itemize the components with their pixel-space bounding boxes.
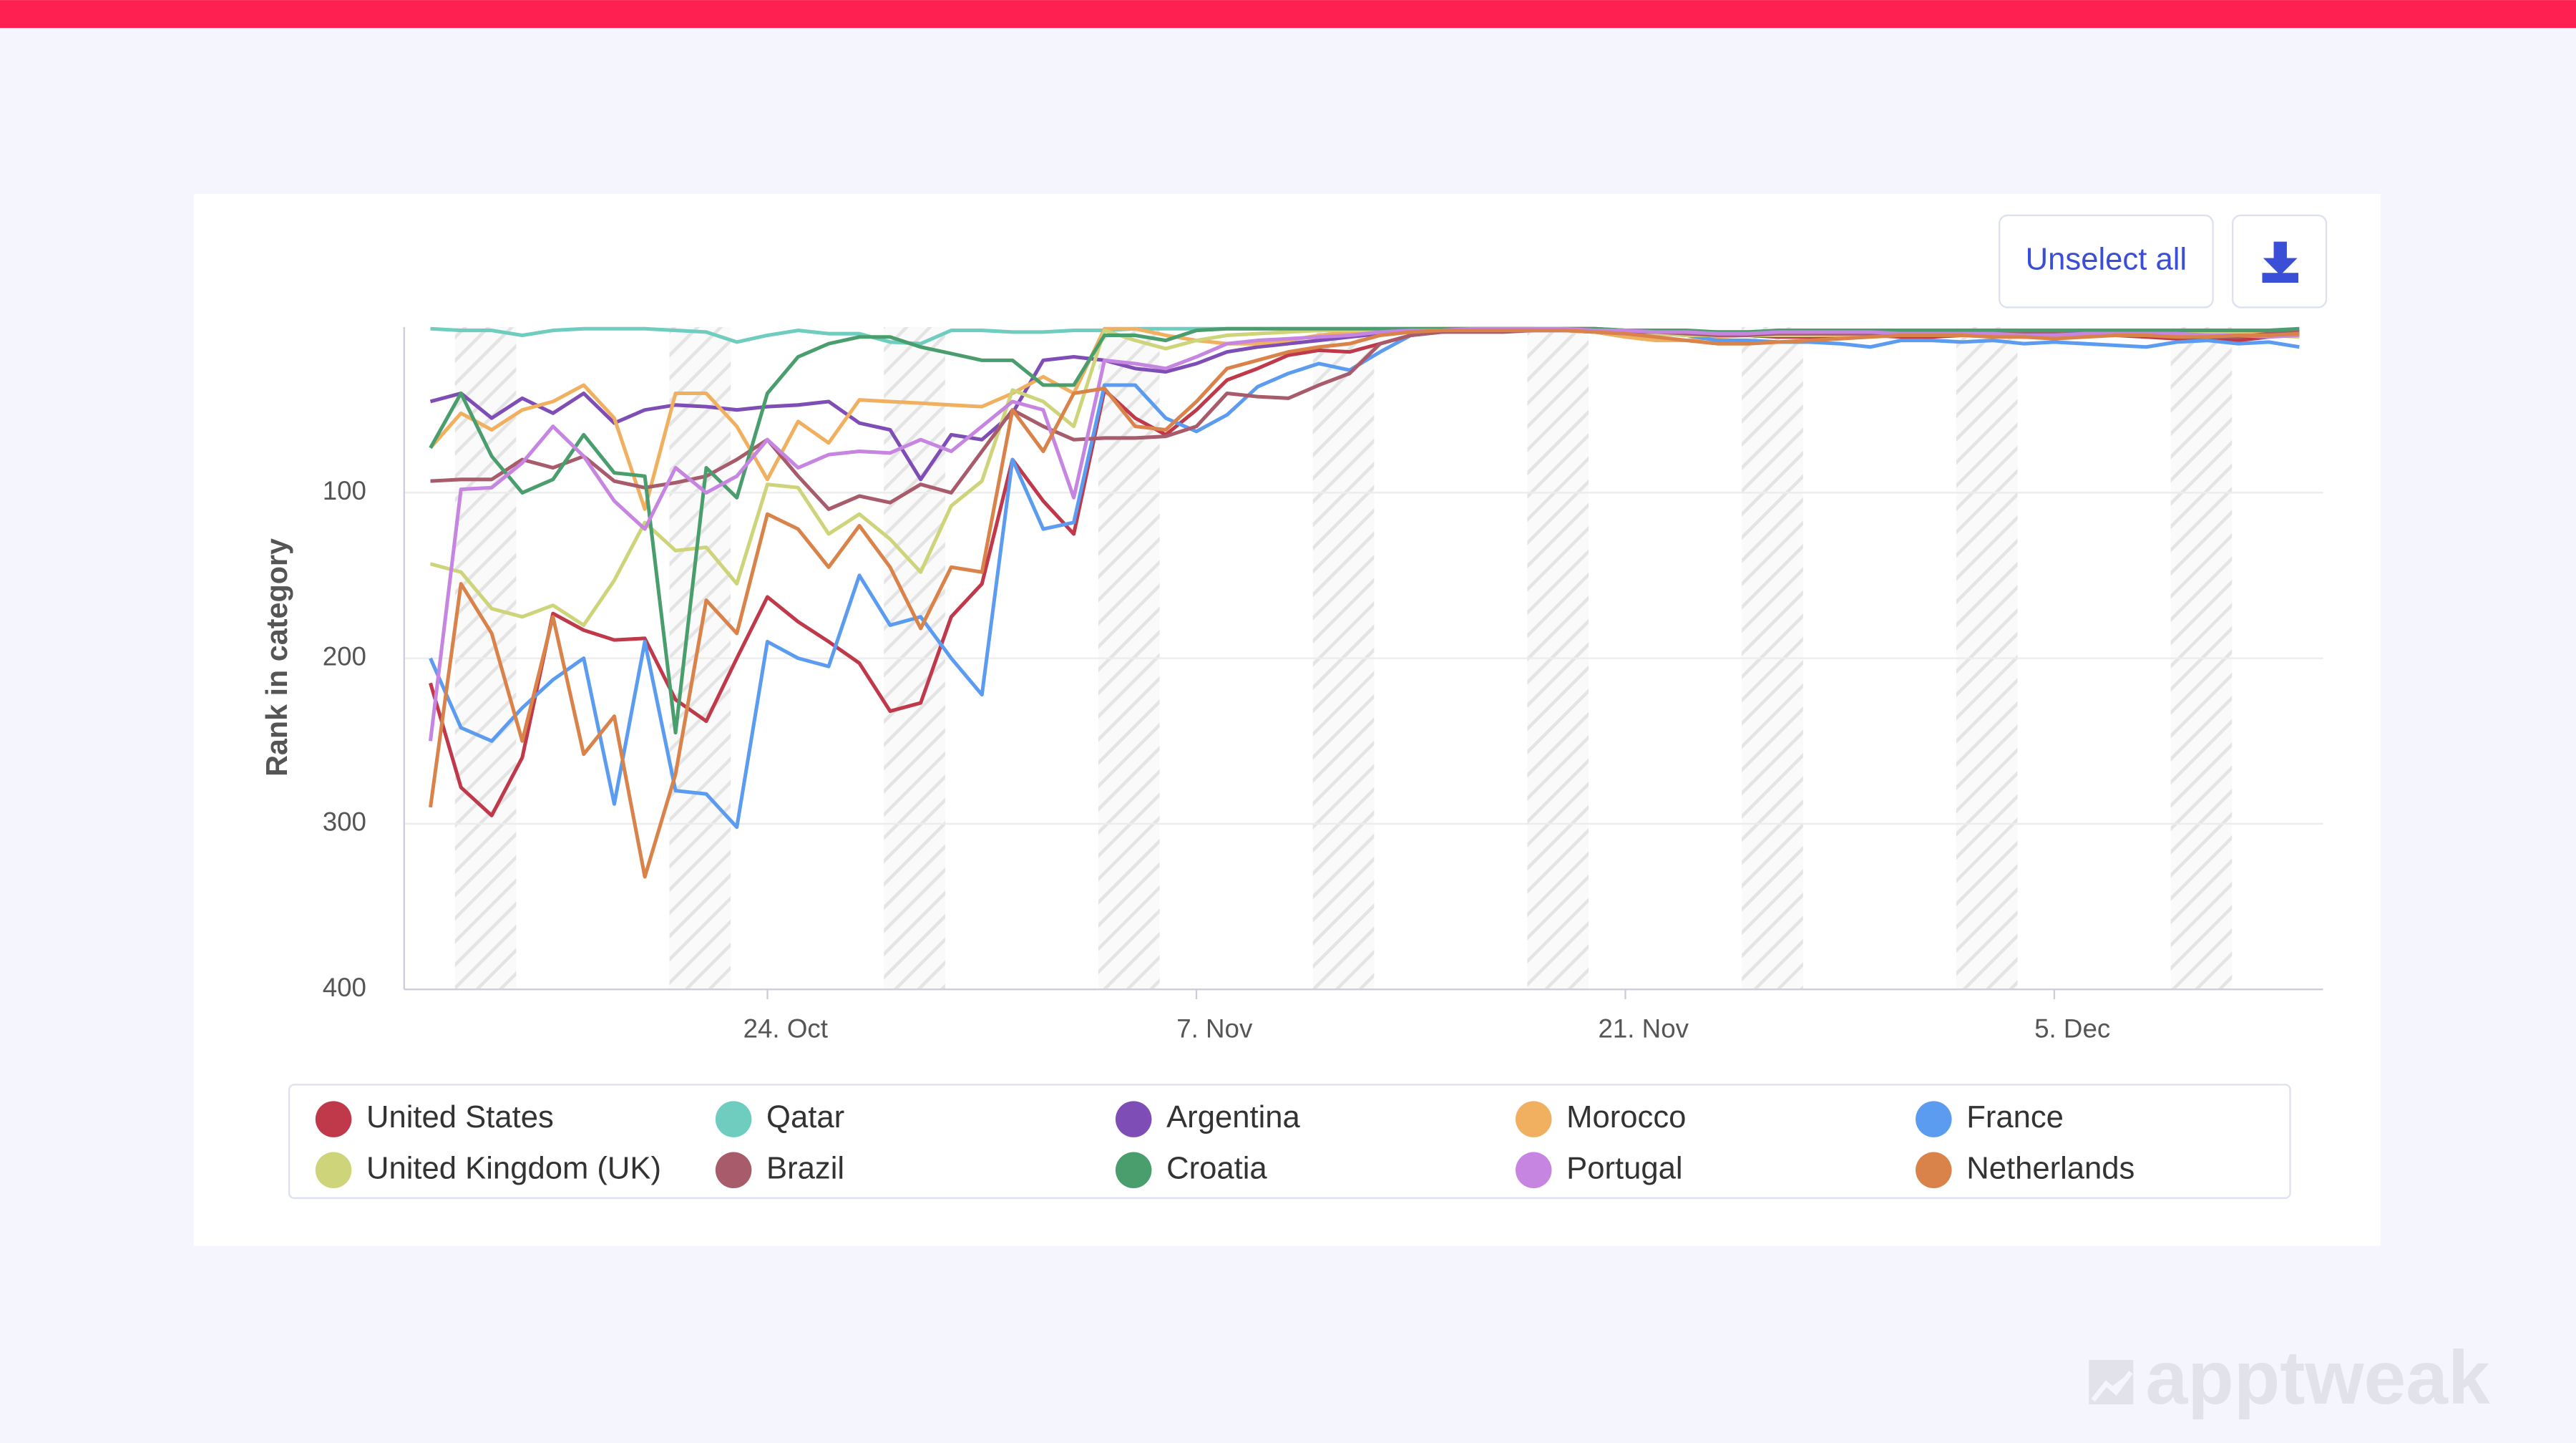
plot: 100 200 300 400 24. Oct 7. Nov 21. Nov 5. Dec bbox=[323, 326, 2323, 1043]
legend-swatch[interactable] bbox=[1515, 1152, 1552, 1189]
legend-label[interactable]: Netherlands bbox=[1966, 1151, 2135, 1185]
legend-swatch[interactable] bbox=[715, 1152, 752, 1189]
series-line bbox=[429, 326, 2300, 735]
logo-icon bbox=[2084, 1355, 2139, 1409]
series-line bbox=[429, 329, 2300, 879]
legend-box bbox=[288, 1084, 2291, 1199]
legend-label[interactable]: Portugal bbox=[1566, 1151, 1682, 1185]
legend-swatch[interactable] bbox=[315, 1101, 352, 1137]
legend-swatch[interactable] bbox=[715, 1101, 752, 1137]
series-line bbox=[429, 326, 2300, 742]
legend-swatch[interactable] bbox=[1115, 1152, 1152, 1189]
x-tick-label: 5. Dec bbox=[2034, 1014, 2110, 1043]
x-tick-label: 21. Nov bbox=[1598, 1014, 1689, 1043]
y-tick-label: 400 bbox=[323, 973, 366, 1002]
x-tick-label: 24. Oct bbox=[743, 1014, 828, 1043]
y-tick-label: 100 bbox=[323, 476, 366, 505]
legend-label[interactable]: France bbox=[1966, 1100, 2064, 1135]
watermark: apptweak bbox=[2145, 1336, 2490, 1420]
legend-swatch[interactable] bbox=[315, 1152, 352, 1189]
legend-label[interactable]: Brazil bbox=[766, 1151, 844, 1185]
y-tick-label: 300 bbox=[323, 807, 366, 837]
legend-swatch[interactable] bbox=[1916, 1152, 1952, 1189]
legend: United States Qatar Argentina Morocco France… bbox=[315, 1100, 2135, 1189]
top-bar bbox=[0, 0, 2576, 29]
legend-label[interactable]: Qatar bbox=[766, 1100, 844, 1135]
y-axis-title: Rank in category bbox=[260, 538, 293, 777]
legend-label[interactable]: Croatia bbox=[1166, 1151, 1267, 1185]
legend-label[interactable]: Morocco bbox=[1566, 1100, 1686, 1135]
legend-swatch[interactable] bbox=[1916, 1101, 1952, 1137]
legend-label[interactable]: United States bbox=[366, 1100, 554, 1135]
x-tick-label: 7. Nov bbox=[1176, 1014, 1253, 1043]
legend-label[interactable]: Argentina bbox=[1166, 1100, 1300, 1135]
legend-swatch[interactable] bbox=[1515, 1101, 1552, 1137]
legend-label[interactable]: United Kingdom (UK) bbox=[366, 1151, 661, 1185]
unselect-button[interactable] bbox=[1998, 214, 2214, 308]
unselect-label[interactable]: Unselect all bbox=[2026, 243, 2187, 277]
y-tick-label: 200 bbox=[323, 641, 366, 671]
legend-swatch[interactable] bbox=[1115, 1101, 1152, 1137]
download-icon[interactable] bbox=[2262, 241, 2298, 283]
